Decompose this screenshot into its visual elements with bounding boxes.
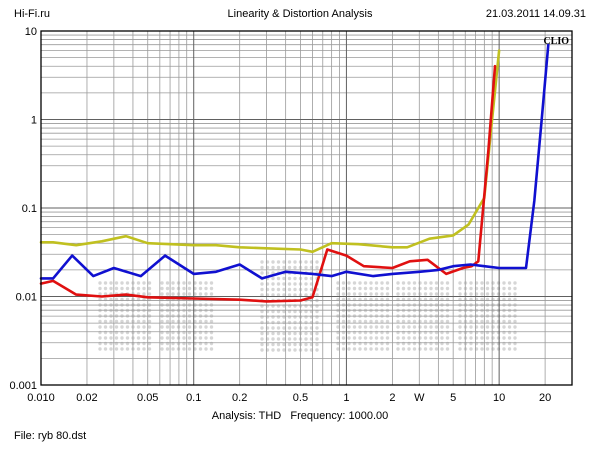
x-axis-labels: 0.010 0.02 0.05 0.1 0.2 0.5 1 2 W 5 10 20 <box>27 392 551 404</box>
frequency-label: Frequency: 1000.00 <box>290 410 389 422</box>
x-tick-label: 0.02 <box>76 392 97 404</box>
x-tick-label: 0.1 <box>186 392 201 404</box>
x-tick-label: 0.2 <box>232 392 247 404</box>
series-layer <box>39 43 550 303</box>
header-timestamp: 21.03.2011 14.09.31 <box>485 8 586 20</box>
analysis-label: Analysis: THD <box>211 410 282 422</box>
header-site: Hi-Fi.ru <box>14 8 51 20</box>
plot-frame <box>40 30 573 386</box>
y-tick-label: 0.001 <box>9 380 37 392</box>
series-line <box>39 49 501 254</box>
file-info: File: ryb 80.dst <box>14 430 87 442</box>
x-tick-label: 2 <box>389 392 395 404</box>
y-tick-label: 1 <box>31 115 37 127</box>
y-tick-label: 0.01 <box>16 292 37 304</box>
x-tick-label: 0.05 <box>137 392 158 404</box>
series-line <box>39 43 550 280</box>
x-tick-label: 10 <box>493 392 505 404</box>
analysis-info: Analysis: THD Frequency: 1000.00 <box>0 410 600 422</box>
clio-annotation: CLIO <box>543 36 569 47</box>
y-tick-label: 0.1 <box>22 203 37 215</box>
chart-title: Linearity & Distortion Analysis <box>227 8 373 20</box>
x-tick-label: W <box>414 392 425 404</box>
x-tick-label: 1 <box>343 392 349 404</box>
y-tick-label: 10 <box>25 26 37 38</box>
x-tick-label: 0.010 <box>27 392 55 404</box>
series-line <box>39 64 497 303</box>
x-tick-label: 20 <box>539 392 551 404</box>
x-tick-label: 0.5 <box>293 392 308 404</box>
x-tick-label: 5 <box>450 392 456 404</box>
y-axis-labels: 10 1 0.1 0.01 0.001 <box>9 26 37 392</box>
